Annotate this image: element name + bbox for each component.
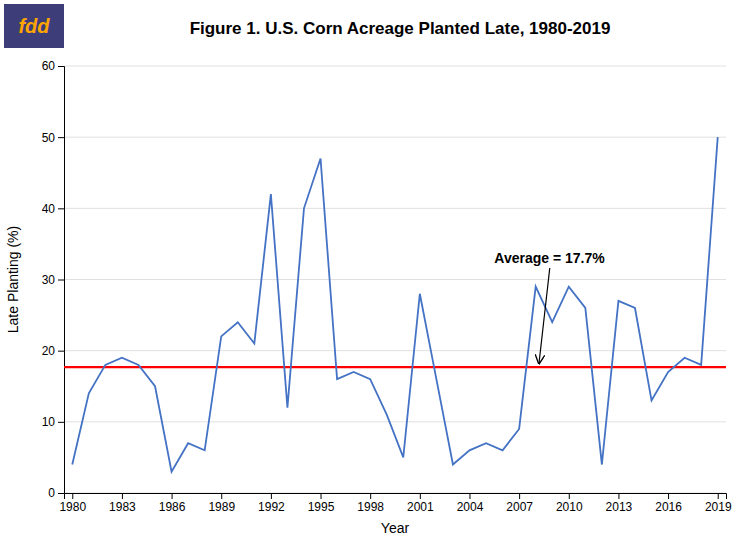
tick: 50 <box>42 131 64 145</box>
tick-mark <box>519 493 520 499</box>
tick-mark <box>221 493 222 499</box>
tick-mark <box>321 493 322 499</box>
tick-label: 30 <box>42 273 56 287</box>
tick-mark <box>172 493 173 499</box>
grid-line <box>64 279 726 280</box>
marks <box>64 137 726 471</box>
tick-label: 2016 <box>655 500 682 514</box>
tick-mark <box>58 208 64 209</box>
tick-label: 1992 <box>258 500 285 514</box>
tick-label: 20 <box>42 344 56 358</box>
annotation-arrow <box>539 268 550 363</box>
tick-mark <box>569 493 570 499</box>
tick: 1983 <box>109 493 136 514</box>
chart: 1980 1983 1986 1989 1992 1995 1998 2001 2004 2007… <box>0 0 750 545</box>
tick-label: 40 <box>42 202 56 216</box>
tick-label: 1989 <box>208 500 235 514</box>
tick-mark <box>58 422 64 423</box>
tick-label: 2007 <box>506 500 533 514</box>
tick-mark <box>58 351 64 352</box>
tick-mark <box>420 493 421 499</box>
tick: 10 <box>42 415 64 429</box>
logo-box <box>4 4 64 48</box>
tick-label: 1998 <box>357 500 384 514</box>
tick: 2016 <box>655 493 682 514</box>
x-axis: 1980 1983 1986 1989 1992 1995 1998 2001 2004 2007… <box>59 493 731 514</box>
tick-mark <box>58 493 64 494</box>
tick-label: 2001 <box>407 500 434 514</box>
tick-mark <box>370 493 371 499</box>
grid-line <box>64 66 726 67</box>
data-line <box>72 137 717 471</box>
tick: 1995 <box>308 493 335 514</box>
tick-mark <box>618 493 619 499</box>
axis-line <box>58 67 65 494</box>
tick-label: 2010 <box>556 500 583 514</box>
average-line <box>64 366 726 368</box>
tick: 2001 <box>407 493 434 514</box>
grid-line <box>64 137 726 138</box>
tick-label: 2013 <box>606 500 633 514</box>
x-axis-title: Year <box>381 520 410 536</box>
tick: 1986 <box>159 493 186 514</box>
title: Figure 1. U.S. Corn Acreage Planted Late… <box>190 19 611 38</box>
y-axis-title: Late Planting (%) <box>5 226 21 333</box>
tick: 2019 <box>705 493 732 514</box>
tick-mark <box>58 66 64 67</box>
tick: 20 <box>42 344 64 358</box>
tick-label: 0 <box>48 486 55 500</box>
tick: 1989 <box>208 493 235 514</box>
tick-label: 1995 <box>308 500 335 514</box>
tick: 2007 <box>506 493 533 514</box>
tick-label: 50 <box>42 131 56 145</box>
y-axis: 0 10 20 30 40 50 60 <box>42 59 65 500</box>
tick-label: 1986 <box>159 500 186 514</box>
tick: 40 <box>42 202 64 216</box>
tick-mark <box>271 493 272 499</box>
tick-label: 10 <box>42 415 56 429</box>
tick: 60 <box>42 59 64 73</box>
tick: 1980 <box>59 493 86 514</box>
logo-text: fdd <box>18 15 50 37</box>
tick-mark <box>122 493 123 499</box>
tick: 1992 <box>258 493 285 514</box>
tick-label: 2019 <box>705 500 732 514</box>
tick: 0 <box>48 486 64 500</box>
grid-line <box>64 350 726 351</box>
tick-mark <box>58 280 64 281</box>
grid-line <box>64 421 726 422</box>
logo: fdd <box>4 4 64 48</box>
tick: 1998 <box>357 493 384 514</box>
grid-line <box>64 208 726 209</box>
tick: 2013 <box>606 493 633 514</box>
tick-mark <box>668 493 669 499</box>
tick-mark <box>72 493 73 499</box>
plot-area: 1980 1983 1986 1989 1992 1995 1998 2001 2004 2007… <box>42 59 732 513</box>
tick-label: 1980 <box>59 500 86 514</box>
tick-mark <box>469 493 470 499</box>
tick: 2004 <box>457 493 484 514</box>
tick-label: 2004 <box>457 500 484 514</box>
tick: 2010 <box>556 493 583 514</box>
tick: 30 <box>42 273 64 287</box>
tick-mark <box>58 137 64 138</box>
axis-line <box>65 494 727 500</box>
tick-mark <box>718 493 719 499</box>
tick-label: 60 <box>42 59 56 73</box>
tick-label: 1983 <box>109 500 136 514</box>
y-grid <box>64 66 726 493</box>
annotation: Average = 17.7% <box>494 250 605 266</box>
